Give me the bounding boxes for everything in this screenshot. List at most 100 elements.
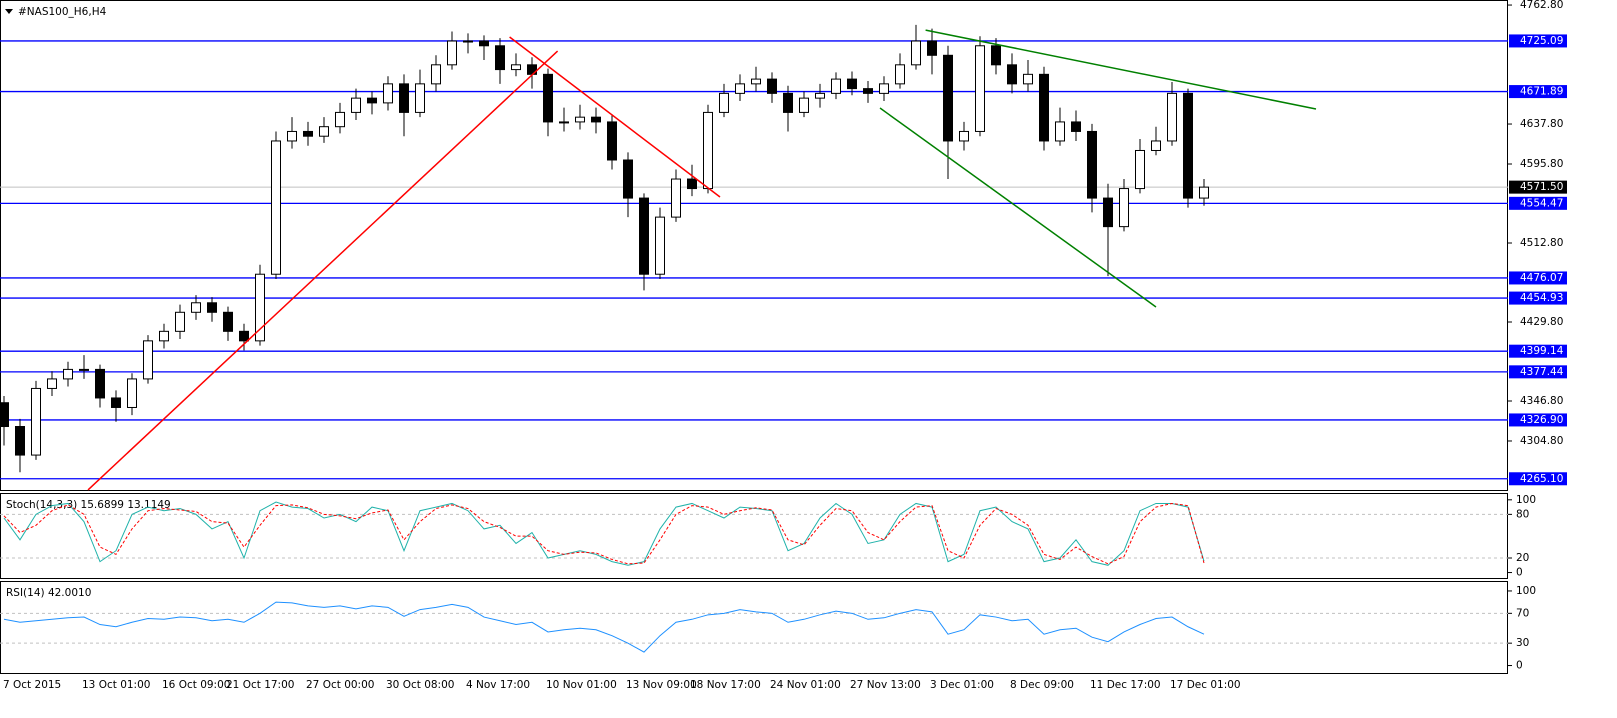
indicator-line (3, 601, 1205, 653)
x-tick-label: 13 Oct 01:00 (82, 679, 150, 691)
candle-body (511, 64, 521, 71)
candle-body (1119, 188, 1129, 228)
indicator-title: RSI(14) 42.0010 (6, 587, 91, 599)
x-tick-label: 10 Nov 01:00 (546, 679, 617, 691)
candle-body (543, 73, 553, 123)
candle-body (607, 121, 617, 161)
y-tick-label: 0 (1516, 567, 1523, 579)
candle-body (95, 368, 105, 399)
candle-body (1199, 186, 1209, 199)
x-tick-label: 16 Oct 09:00 (162, 679, 230, 691)
y-tick-label: 100 (1516, 585, 1536, 597)
candle-body (239, 330, 249, 342)
candle-body (975, 45, 985, 132)
candle-body (383, 83, 393, 104)
y-tick-label: 20 (1516, 552, 1529, 564)
y-tick-label: 0 (1516, 660, 1523, 672)
candle-body (335, 111, 345, 128)
candle-body (639, 197, 649, 275)
y-tick-label: 4429.80 (1520, 316, 1563, 328)
x-tick-label: 27 Oct 00:00 (306, 679, 374, 691)
trendline (87, 50, 559, 491)
x-tick-label: 11 Dec 17:00 (1090, 679, 1161, 691)
candle-body (1007, 64, 1017, 85)
y-tick-label: 30 (1516, 637, 1529, 649)
candle-body (943, 54, 953, 142)
candle-body (1167, 92, 1177, 142)
level-label: 4326.90 (1520, 414, 1563, 426)
x-tick-label: 13 Nov 09:00 (626, 679, 697, 691)
y-tick-label: 4512.80 (1520, 237, 1563, 249)
candle-body (1023, 73, 1033, 85)
x-tick-label: 17 Dec 01:00 (1170, 679, 1241, 691)
candle-body (447, 40, 457, 66)
x-tick-label: 30 Oct 08:00 (386, 679, 454, 691)
candle-body (959, 130, 969, 142)
candle-body (223, 311, 233, 332)
candle-body (479, 40, 489, 47)
level-box (1509, 196, 1567, 210)
menu-triangle (5, 9, 13, 14)
rsi-panel (0, 581, 1508, 674)
candle-body (991, 45, 1001, 66)
candle-body (623, 159, 633, 199)
x-tick-label: 24 Nov 01:00 (770, 679, 841, 691)
candle-body (575, 116, 585, 123)
trendline (879, 107, 1157, 308)
candle-body (207, 302, 217, 313)
level-label: 4476.07 (1520, 272, 1563, 284)
candle-body (287, 130, 297, 142)
candle-body (495, 45, 505, 71)
indicator-line (3, 501, 1205, 566)
y-tick-label: 4762.80 (1520, 0, 1563, 11)
x-tick-label: 7 Oct 2015 (3, 679, 61, 691)
candle-body (303, 130, 313, 137)
level-label: 4554.47 (1520, 197, 1563, 209)
candle-body (63, 368, 73, 380)
y-tick-label: 80 (1516, 508, 1529, 520)
candle-body (0, 402, 9, 428)
level-box (1509, 291, 1567, 305)
stoch-panel (0, 493, 1508, 579)
candle-body (911, 40, 921, 66)
current-price-box (1509, 180, 1567, 194)
level-label: 4454.93 (1520, 292, 1563, 304)
candle-body (1055, 121, 1065, 142)
trendline (925, 29, 1317, 110)
level-box (1509, 271, 1567, 285)
candle-body (1071, 121, 1081, 132)
level-label: 4377.44 (1520, 366, 1564, 378)
chart-title: #NAS100_H6,H4 (18, 6, 107, 18)
candle-body (895, 64, 905, 85)
candle-body (671, 178, 681, 218)
current-price-label: 4571.50 (1520, 181, 1563, 193)
x-tick-label: 27 Nov 13:00 (850, 679, 921, 691)
candle-body (591, 116, 601, 123)
candle-body (319, 126, 329, 137)
y-tick-label: 100 (1516, 494, 1536, 506)
candle-body (143, 340, 153, 380)
candle-body (367, 97, 377, 104)
x-tick-label: 3 Dec 01:00 (930, 679, 994, 691)
candle-body (431, 64, 441, 85)
y-tick-label: 70 (1516, 607, 1529, 619)
x-tick-label: 18 Nov 17:00 (690, 679, 761, 691)
candle-body (127, 378, 137, 408)
y-tick-label: 4304.80 (1520, 435, 1563, 447)
candle-body (31, 387, 41, 456)
candle-body (863, 88, 873, 94)
level-box (1509, 365, 1567, 379)
level-label: 4399.14 (1520, 345, 1564, 357)
candle-body (159, 330, 169, 342)
x-tick-label: 4 Nov 17:00 (466, 679, 530, 691)
candle-body (1151, 140, 1161, 151)
candle-body (735, 83, 745, 94)
candle-body (175, 311, 185, 332)
y-tick-label: 4595.80 (1520, 158, 1563, 170)
candle-body (271, 140, 281, 275)
y-tick-label: 4637.80 (1520, 118, 1563, 130)
candle-body (703, 111, 713, 190)
trendline (509, 36, 721, 198)
candle-body (1039, 73, 1049, 142)
